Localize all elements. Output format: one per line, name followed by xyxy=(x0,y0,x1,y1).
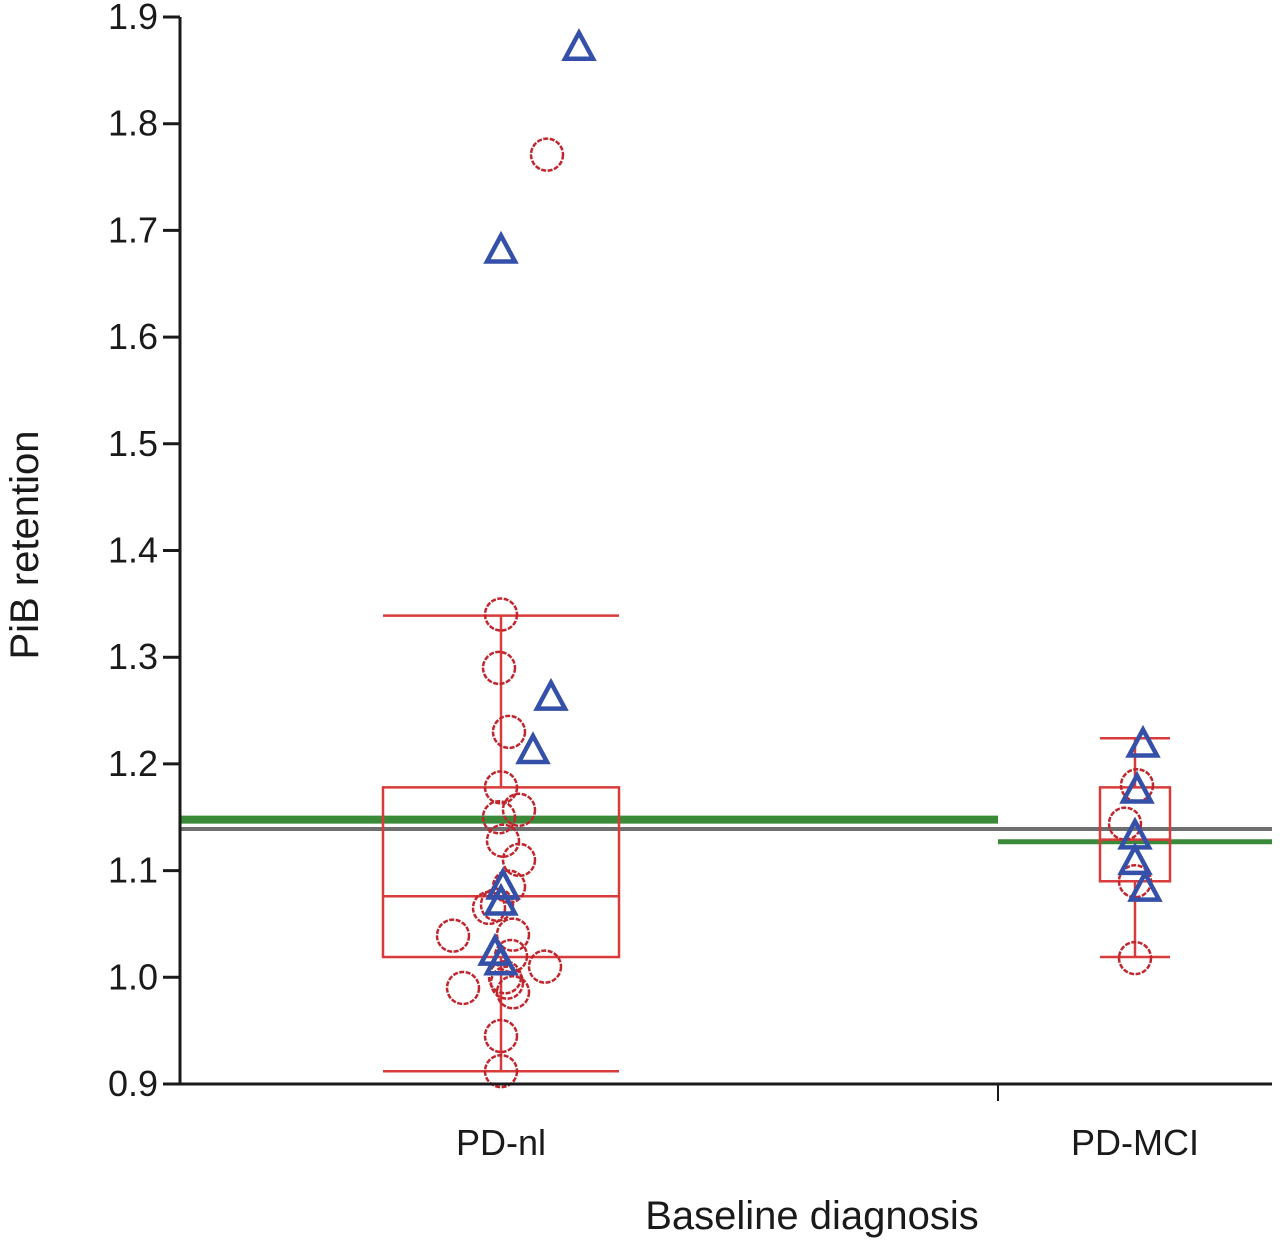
circle-marker xyxy=(1117,940,1153,976)
circle-marker xyxy=(481,650,517,686)
x-ticks: PD-nl PD-MCI xyxy=(456,1084,1199,1163)
triangle-marker xyxy=(483,942,519,976)
y-tick-label: 1.2 xyxy=(108,743,158,784)
circle-marker xyxy=(445,970,481,1006)
circle-marker xyxy=(529,137,565,172)
y-tick-label: 1.8 xyxy=(108,103,158,144)
y-tick-label: 1.7 xyxy=(108,209,158,250)
triangle-marker xyxy=(533,677,569,711)
triangle-marker xyxy=(1127,868,1163,902)
triangle-marker xyxy=(1119,770,1155,804)
x-tick-label: PD-nl xyxy=(456,1122,546,1163)
y-tick-label: 1.3 xyxy=(108,636,158,677)
triangle-marker xyxy=(561,28,597,62)
triangle-marker xyxy=(515,731,551,765)
y-tick-label: 1.1 xyxy=(108,850,158,891)
circle-marker xyxy=(1107,806,1143,841)
circle-marker xyxy=(483,1018,519,1054)
circle-marker xyxy=(483,597,519,632)
circle-marker xyxy=(435,918,471,953)
y-tick-label: 1.0 xyxy=(108,956,158,997)
x-axis-title: Baseline diagnosis xyxy=(645,1194,979,1238)
circle-marker xyxy=(1119,767,1155,803)
triangle-marker xyxy=(1125,724,1161,758)
box-iqr xyxy=(381,786,621,959)
triangle-marker xyxy=(483,230,519,264)
circle-marker xyxy=(479,887,515,922)
circle-marker xyxy=(495,974,531,1010)
circle-marker xyxy=(481,800,517,835)
data-points xyxy=(435,28,1163,1089)
triangle-marker xyxy=(483,882,519,916)
reference-lines xyxy=(180,815,1272,845)
circle-marker xyxy=(489,965,525,1000)
circle-marker xyxy=(501,792,537,828)
triangle-marker xyxy=(485,866,521,900)
circle-marker xyxy=(527,949,563,984)
y-axis-title: PiB retention xyxy=(3,430,47,659)
circle-marker xyxy=(471,890,507,926)
y-ticks: 0.9 1.0 1.1 1.2 1.3 1.4 1.5 1.6 1.7 1.8 1.9 xyxy=(108,0,180,1104)
y-tick-label: 1.6 xyxy=(108,316,158,357)
circle-marker xyxy=(483,770,519,805)
axes: 0.91.01.11.21.31.41.51.61.71.81.9 PD-nl P… xyxy=(108,0,1272,1163)
x-tick-label: PD-MCI xyxy=(1071,1122,1199,1163)
circle-marker xyxy=(483,1053,519,1089)
box-iqr xyxy=(1098,786,1172,883)
y-tick-label: 1.4 xyxy=(108,530,158,571)
circle-marker xyxy=(495,917,531,952)
y-tick-label: 1.9 xyxy=(108,0,158,37)
circle-marker xyxy=(491,714,527,750)
triangle-marker xyxy=(1117,842,1153,876)
circle-marker xyxy=(501,842,537,878)
y-tick-label: 0.9 xyxy=(108,1063,158,1104)
circle-marker xyxy=(485,823,521,858)
y-tick-label: 1.5 xyxy=(108,423,158,464)
